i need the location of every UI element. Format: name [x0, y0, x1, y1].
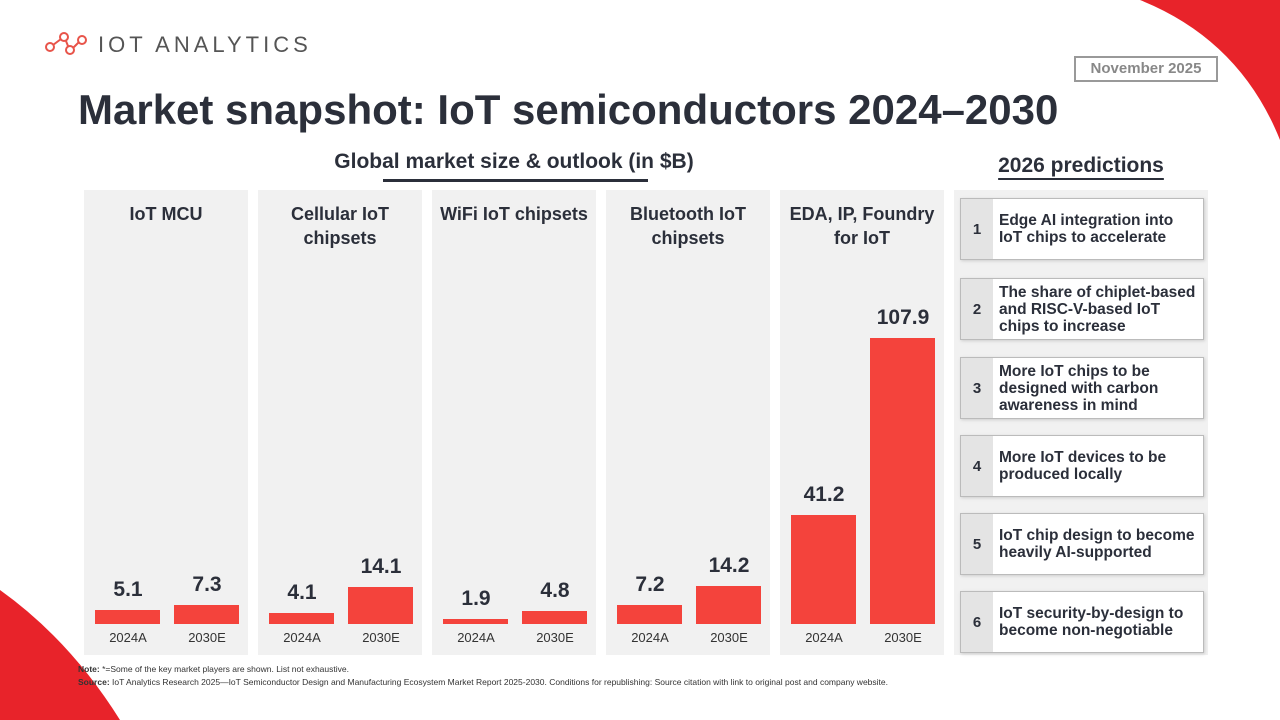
- prediction: 5 IoT chip design to become heavily AI-su…: [960, 513, 1204, 575]
- brand: IOT ANALYTICS: [98, 32, 312, 57]
- prediction: 1 Edge AI integration into IoT chips to a…: [960, 198, 1204, 260]
- bar: [269, 613, 334, 624]
- bar: [791, 514, 856, 624]
- chart-panel: Bluetooth IoT chipsets 7.2 2024A 14.2 2030E: [606, 190, 770, 655]
- x-tick-label: 2024A: [631, 630, 669, 645]
- value-label: 107.9: [876, 306, 930, 329]
- x-tick-label: 2024A: [457, 630, 495, 645]
- x-tick-label: 2030E: [188, 630, 226, 645]
- subtitle: Global market size & outlook (in $B): [334, 150, 694, 173]
- source: Source: IoT Analytics Research 2025—IoT …: [78, 677, 888, 687]
- corner-shape: [1140, 0, 1280, 140]
- prediction-number: 2: [961, 279, 993, 339]
- logo: [45, 32, 87, 55]
- value-label: 7.3: [192, 572, 222, 596]
- note-label: Note:: [78, 664, 100, 674]
- prediction-number: 5: [961, 514, 993, 574]
- prediction-text: Edge AI integration into IoT chips to ac…: [999, 212, 1174, 246]
- corner-shape: [0, 590, 120, 720]
- bar: [348, 586, 413, 624]
- underline: [383, 179, 648, 182]
- x-tick-label: 2024A: [283, 630, 321, 645]
- note: Note: *=Some of the key market players a…: [78, 664, 349, 674]
- x-tick-label: 2030E: [362, 630, 400, 645]
- bar: [617, 604, 682, 624]
- value-label: 7.2: [635, 572, 665, 596]
- chart-panel: IoT MCU 5.1 2024A 7.3 2030E: [84, 190, 248, 655]
- bar: [522, 611, 587, 624]
- note-text: *=Some of the key market players are sho…: [102, 664, 349, 674]
- prediction-number: 6: [961, 592, 993, 652]
- chart-title: WiFi IoT chipsets: [440, 204, 588, 224]
- prediction-number: 1: [961, 199, 993, 259]
- prediction-text: IoT security-by-design to become non-neg…: [999, 605, 1184, 639]
- date: November 2025: [1074, 56, 1218, 82]
- predictions-panel: [954, 190, 1208, 655]
- value-label: 14.1: [360, 554, 402, 578]
- chart-title: IoT MCU: [129, 204, 203, 224]
- value-label: 41.2: [803, 482, 845, 506]
- value-label: 14.2: [708, 554, 750, 578]
- prediction-text: The share of chiplet-based and RISC-V-ba…: [999, 283, 1196, 335]
- chart-title: Bluetooth IoT chipsets: [630, 204, 746, 248]
- chart-panel: EDA, IP, Foundry for IoT 41.2 2024A 107.9 20…: [780, 190, 944, 655]
- page-title: Market snapshot: IoT semiconductors 2024…: [78, 86, 1059, 133]
- x-tick-label: 2030E: [710, 630, 748, 645]
- prediction-number: 3: [961, 358, 993, 418]
- x-tick-label: 2024A: [109, 630, 147, 645]
- x-tick-label: 2024A: [805, 630, 843, 645]
- bar: [443, 618, 508, 624]
- prediction-text: More IoT devices to be produced locally: [999, 449, 1167, 483]
- chart-title: Cellular IoT chipsets: [290, 204, 389, 248]
- x-tick-label: 2030E: [884, 630, 922, 645]
- x-tick-label: 2030E: [536, 630, 574, 645]
- prediction-text: More IoT chips to be designed with carbo…: [999, 362, 1159, 414]
- chart-title: EDA, IP, Foundry for IoT: [789, 204, 935, 248]
- prediction: 2 The share of chiplet-based and RISC-V-b…: [960, 278, 1204, 340]
- value-label: 4.1: [287, 581, 317, 605]
- bar: [696, 586, 761, 624]
- bar: [870, 338, 935, 624]
- prediction-number: 4: [961, 436, 993, 496]
- prediction: 3 More IoT chips to be designed with carb…: [960, 357, 1204, 419]
- value-label: 1.9: [461, 586, 491, 610]
- chart-panel: WiFi IoT chipsets 1.9 2024A 4.8 2030E: [432, 190, 596, 655]
- prediction-text: IoT chip design to become heavily AI-sup…: [999, 527, 1195, 561]
- prediction: 4 More IoT devices to be produced locally: [960, 435, 1204, 497]
- prediction: 6 IoT security-by-design to become non-ne…: [960, 591, 1204, 653]
- bar: [174, 604, 239, 624]
- chart-panel: Cellular IoT chipsets 4.1 2024A 14.1 2030E: [258, 190, 422, 655]
- predictions-title: 2026 predictions: [998, 154, 1164, 177]
- value-label: 4.8: [540, 579, 570, 603]
- source-label: Source:: [78, 677, 110, 687]
- value-label: 5.1: [113, 578, 143, 602]
- source-text: IoT Analytics Research 2025—IoT Semicond…: [112, 677, 888, 687]
- bar: [95, 610, 160, 624]
